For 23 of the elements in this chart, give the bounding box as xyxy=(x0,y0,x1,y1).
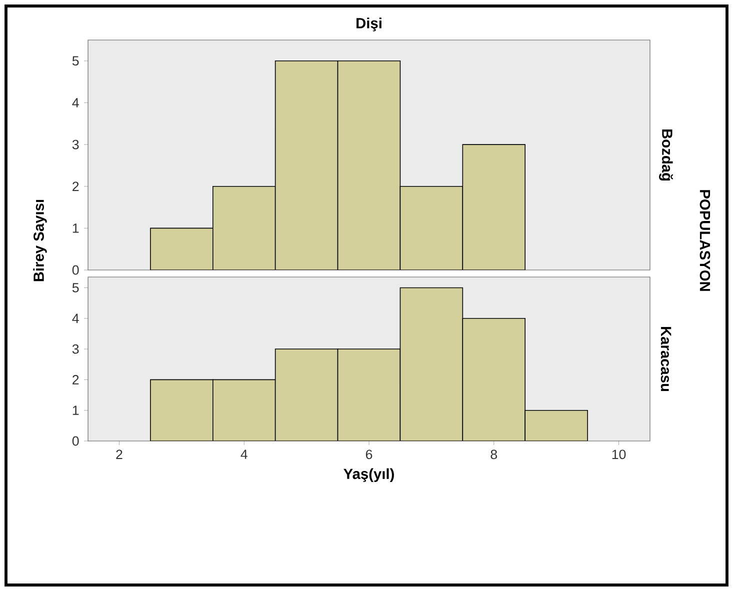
y-tick-label: 2 xyxy=(72,182,79,192)
y-tick-label: 1 xyxy=(72,406,79,415)
y-axis-title: Birey Sayısı xyxy=(33,200,47,282)
x-tick-label: 8 xyxy=(490,450,498,460)
y-tick-label: 0 xyxy=(72,436,79,446)
y-tick-label: 3 xyxy=(72,140,79,150)
y-tick-label: 4 xyxy=(72,98,79,108)
y2-axis-title: Bozdağ xyxy=(659,129,673,180)
x-axis-title: Yaş(yıl) xyxy=(344,468,394,482)
chart-title: Dişi xyxy=(356,18,382,32)
x-tick-label: 2 xyxy=(116,450,122,460)
y2-axis-title: Karacasu xyxy=(660,326,672,392)
y-tick-label: 5 xyxy=(72,283,79,292)
text: POPULASYON xyxy=(700,190,710,291)
y-tick-label: 0 xyxy=(72,265,79,275)
y-tick-label: 1 xyxy=(72,224,79,233)
x-tick-label: 4 xyxy=(240,450,248,459)
x-tick-label: 6 xyxy=(366,450,372,460)
y-tick-label: 5 xyxy=(72,56,79,66)
x-tick-label: 10 xyxy=(612,450,626,460)
y-tick-label: 3 xyxy=(72,344,79,354)
y-tick-label: 4 xyxy=(72,314,79,323)
y-tick-label: 2 xyxy=(72,375,79,384)
